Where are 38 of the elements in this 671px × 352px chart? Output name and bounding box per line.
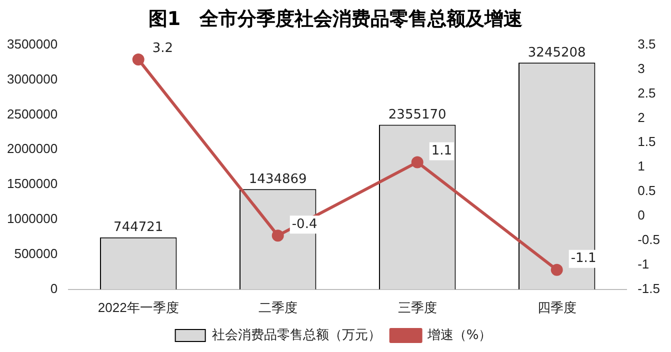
x-tick-label: 二季度 [258, 300, 298, 315]
y-tick-label: 2500000 [6, 106, 58, 122]
y-tick-label: 3500000 [6, 36, 58, 52]
y-tick-label: 1000000 [6, 211, 58, 226]
data-label: 3245208 [528, 45, 586, 60]
y2-tick-label: 0.5 [638, 183, 656, 198]
chart-title: 图1 全市分季度社会消费品零售总额及增速 [147, 7, 524, 32]
x-tick-label: 四季度 [537, 300, 576, 315]
y2-tick-label: 3 [638, 60, 645, 76]
data-label: -1.1 [570, 251, 596, 266]
y2-tick-label: -1.5 [638, 280, 660, 296]
y2-tick-label: -0.5 [638, 232, 660, 248]
data-label: 2355170 [388, 108, 446, 123]
point [132, 53, 144, 66]
y2-tick-label: 2.5 [638, 85, 656, 100]
y2-tick-label: 2 [638, 110, 645, 125]
y2-tick-label: 0 [638, 208, 645, 223]
y-tick-label: 2000000 [6, 141, 58, 156]
point [550, 264, 563, 276]
y-tick-label: 500000 [14, 246, 58, 262]
x-tick-label: 三季度 [398, 300, 437, 315]
y-tick-label: 0 [50, 280, 58, 296]
y2-tick-label: 1 [638, 158, 645, 174]
x-tick-label: 2022年一季度 [98, 300, 179, 315]
y-tick-label: 3000000 [6, 71, 58, 86]
data-label: -0.4 [292, 216, 318, 232]
y-tick-label: 1500000 [6, 176, 58, 192]
y2-tick-label: 1.5 [638, 134, 656, 150]
data-label: 3.2 [152, 40, 174, 56]
point [411, 156, 424, 168]
y2-tick-label: -1 [638, 256, 650, 272]
data-label: 1.1 [431, 144, 452, 159]
data-label: 1434869 [248, 172, 307, 187]
legend-label: 社会消费品零售总额（万元） [212, 328, 381, 343]
point [272, 230, 284, 242]
y2-tick-label: 3.5 [638, 36, 656, 52]
legend-label: 增速（%） [426, 328, 492, 343]
data-label: 744721 [114, 220, 164, 236]
